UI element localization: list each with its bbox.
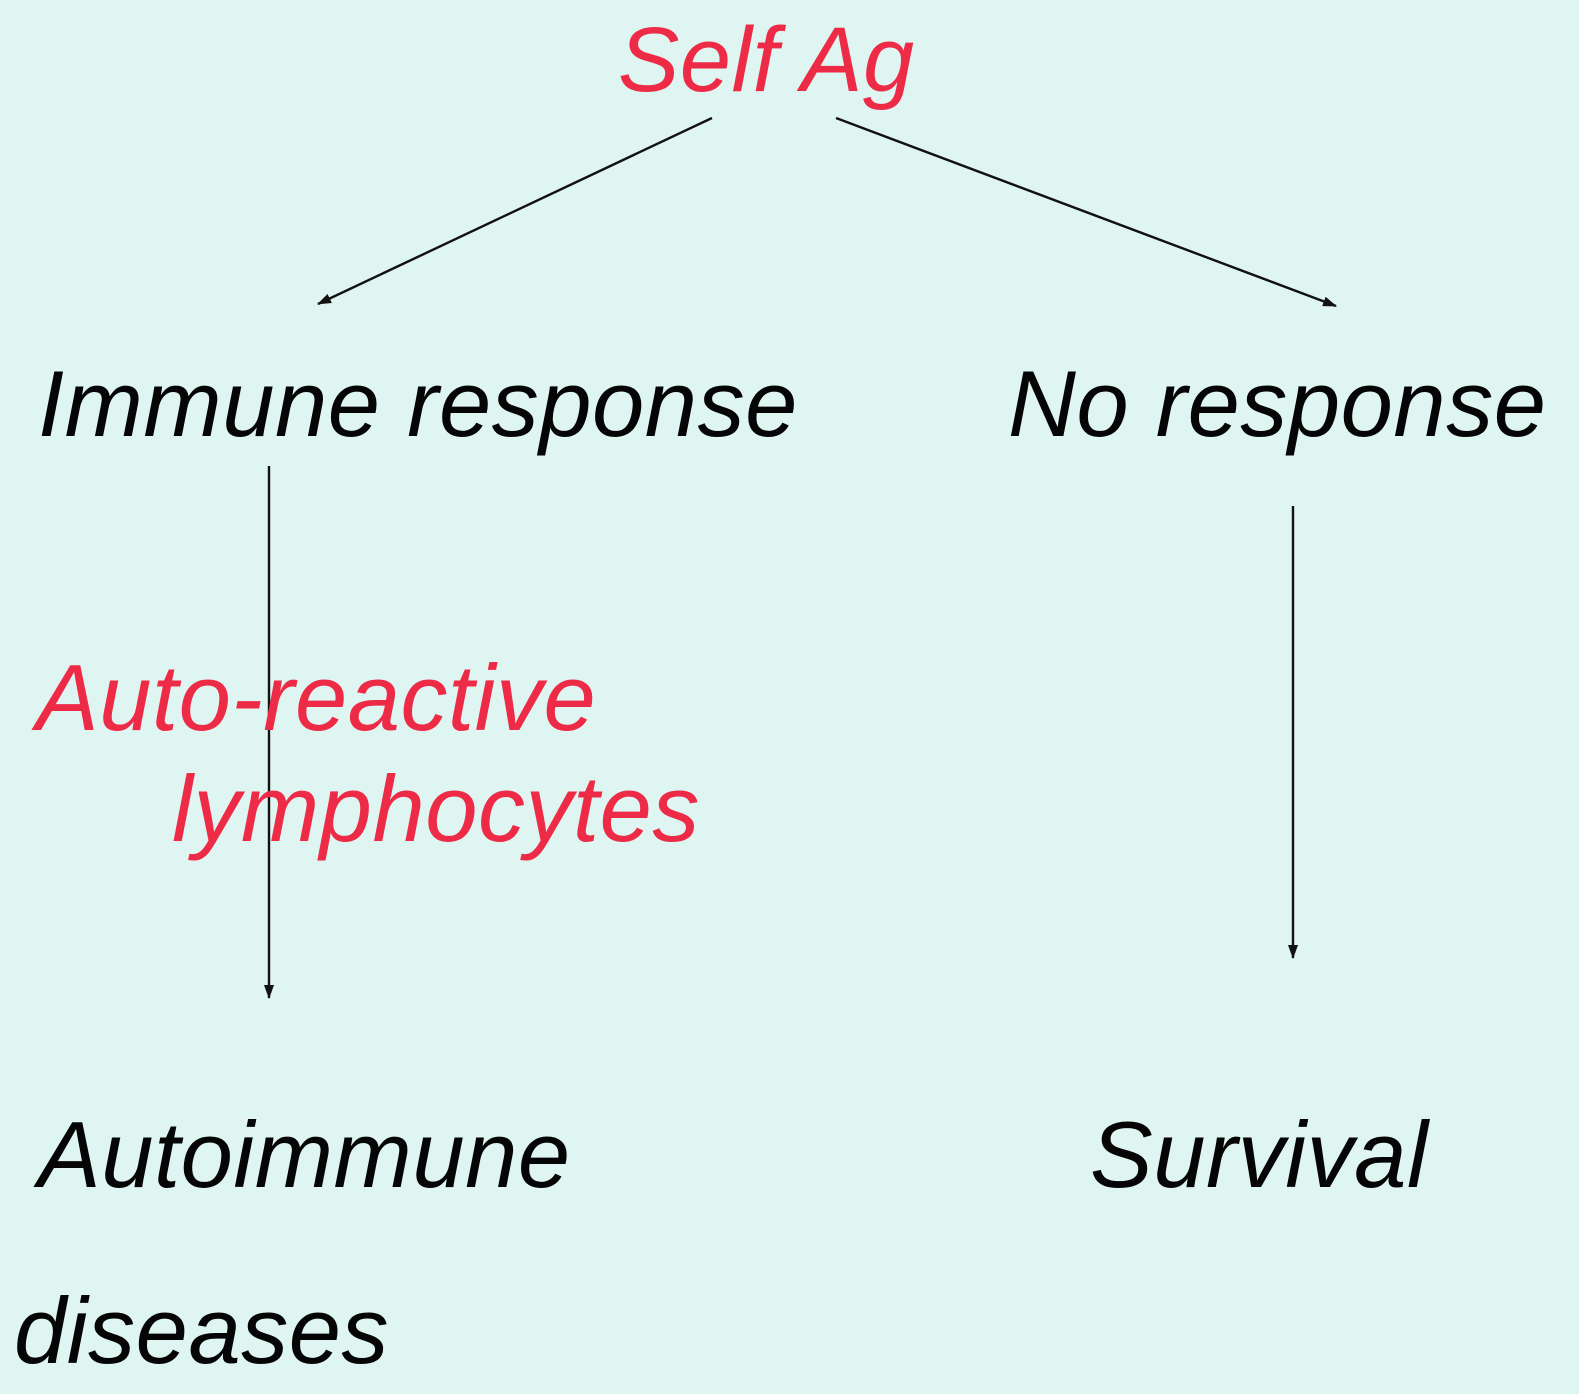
survival-label: Survival: [1090, 1102, 1429, 1207]
self-ag-label: Self Ag: [618, 9, 915, 111]
no-response-label: No response: [1008, 351, 1547, 456]
immune-response-label: Immune response: [38, 351, 798, 456]
auto-reactive-label: Auto-reactive: [36, 645, 597, 750]
arrow-self-ag-to-immune-response: [317, 116, 713, 306]
arrow-self-ag-to-no-response: [835, 116, 1337, 308]
diseases-label: diseases: [14, 1278, 389, 1383]
lymphocytes-label: lymphocytes: [172, 756, 700, 861]
autoimmune-label: Autoimmune: [38, 1102, 571, 1207]
